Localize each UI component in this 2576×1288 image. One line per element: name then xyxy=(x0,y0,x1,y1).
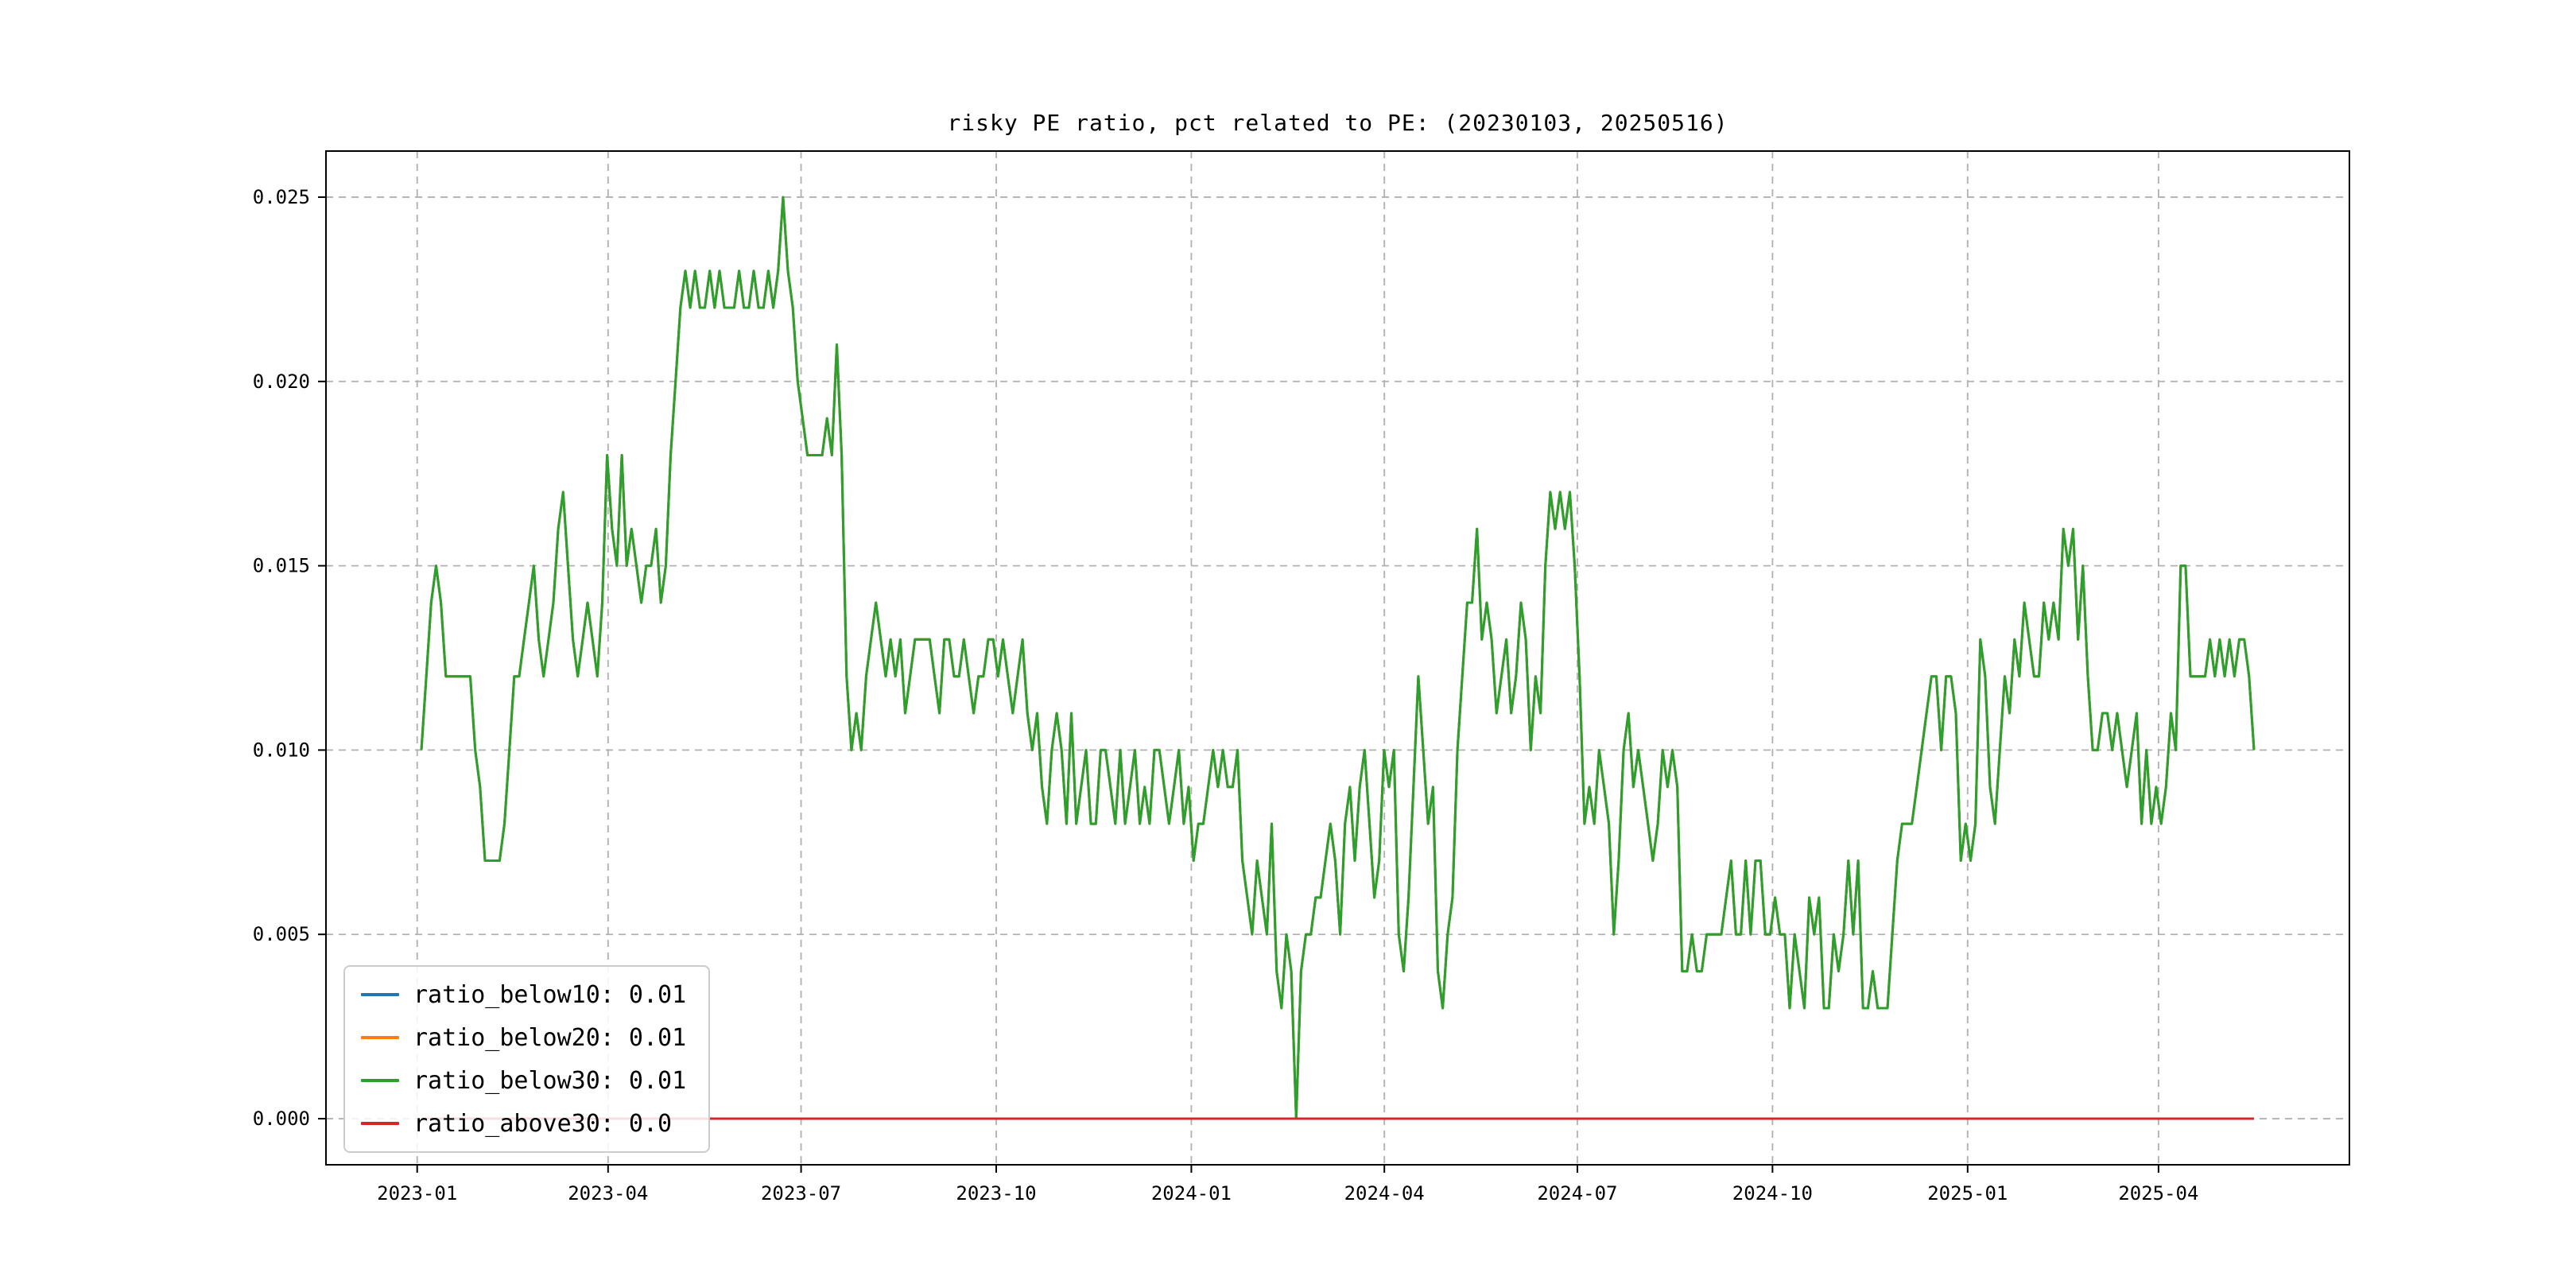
plot-border xyxy=(325,150,2350,1166)
series-line-ratio_below30 xyxy=(420,196,2256,1120)
y-tick-label: 0.025 xyxy=(253,186,310,208)
x-tick-label: 2023-01 xyxy=(377,1182,457,1205)
legend-line-sample-red xyxy=(361,1122,399,1125)
legend-label: ratio_below10: 0.01 xyxy=(413,980,687,1009)
legend-line-sample-green xyxy=(361,1079,399,1082)
x-tick-label: 2024-10 xyxy=(1732,1182,1813,1205)
y-tick-label: 0.010 xyxy=(253,739,310,761)
legend-entry-ratio-below20: ratio_below20: 0.01 xyxy=(361,1019,686,1056)
legend-label: ratio_below30: 0.01 xyxy=(413,1066,687,1095)
x-tick-label: 2024-04 xyxy=(1344,1182,1425,1205)
legend-line-sample-blue xyxy=(361,993,399,996)
legend-label: ratio_above30: 0.0 xyxy=(413,1109,673,1138)
x-tick-label: 2023-10 xyxy=(956,1182,1036,1205)
legend: ratio_below10: 0.01 ratio_below20: 0.01 … xyxy=(343,965,711,1153)
y-tick-label: 0.000 xyxy=(253,1108,310,1130)
y-tick-label: 0.005 xyxy=(253,923,310,945)
y-tick-label: 0.015 xyxy=(253,555,310,577)
x-tick-label: 2024-07 xyxy=(1537,1182,1617,1205)
x-tick-label: 2024-01 xyxy=(1151,1182,1232,1205)
legend-entry-ratio-below10: ratio_below10: 0.01 xyxy=(361,976,686,1013)
x-tick-label: 2023-07 xyxy=(761,1182,841,1205)
x-tick-label: 2025-04 xyxy=(2118,1182,2198,1205)
legend-line-sample-orange xyxy=(361,1036,399,1039)
y-tick-label: 0.020 xyxy=(253,370,310,393)
chart-title: risky PE ratio, pct related to PE: (2023… xyxy=(947,110,1728,136)
x-tick-label: 2023-04 xyxy=(568,1182,648,1205)
legend-label: ratio_below20: 0.01 xyxy=(413,1023,687,1052)
legend-entry-ratio-below30: ratio_below30: 0.01 xyxy=(361,1062,686,1099)
legend-entry-ratio-above30: ratio_above30: 0.0 xyxy=(361,1105,686,1142)
x-tick-label: 2025-01 xyxy=(1927,1182,2008,1205)
